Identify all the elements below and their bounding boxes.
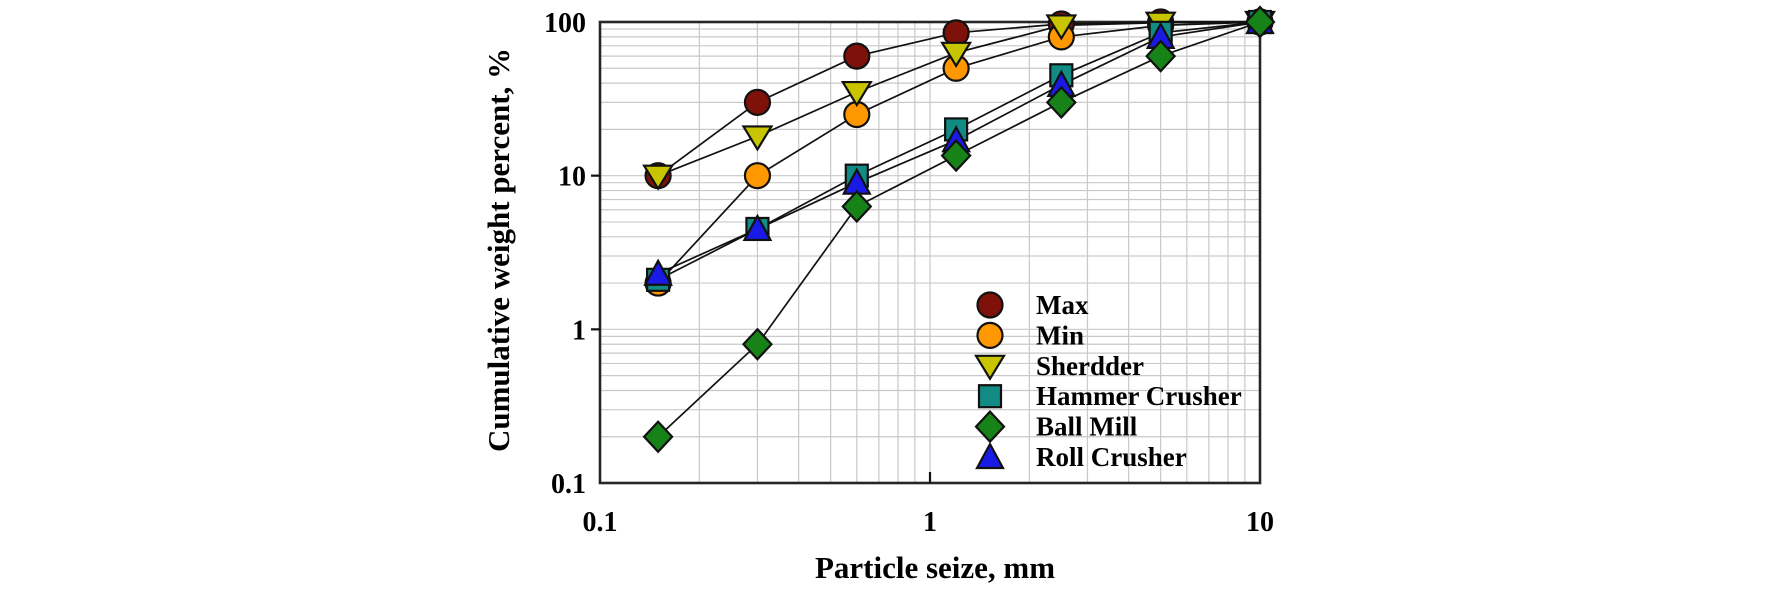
legend-item-max: Max xyxy=(976,290,1089,320)
legend-marker-max xyxy=(976,291,1004,319)
legend-item-sherdder: Sherdder xyxy=(974,351,1144,381)
data-point-sherdder xyxy=(940,41,973,68)
y-tick-labels: 0.1 1 10 100 xyxy=(544,8,586,500)
data-point-ball-mill xyxy=(841,189,873,224)
legend-label: Max xyxy=(1036,290,1089,320)
legend-marker-ball-mill xyxy=(974,409,1006,444)
y-tick-label: 0.1 xyxy=(551,469,586,500)
data-point-ball-mill xyxy=(741,327,773,361)
data-point-ball-mill xyxy=(1244,5,1276,39)
legend-label: Hammer Crusher xyxy=(1036,381,1242,411)
gridlines xyxy=(600,22,1260,483)
data-point-sherdder xyxy=(741,125,774,152)
data-point-roll-crusher xyxy=(742,213,773,242)
axis-tick-marks xyxy=(591,174,932,483)
data-point-max xyxy=(942,19,970,47)
data-point-sherdder xyxy=(1045,14,1078,41)
data-point-sherdder xyxy=(642,164,675,191)
legend-label: Sherdder xyxy=(1036,351,1144,381)
legend-label: Roll Crusher xyxy=(1036,442,1187,472)
y-tick-label: 1 xyxy=(572,315,586,346)
data-point-sherdder xyxy=(840,80,873,108)
legend-marker-hammer-crusher xyxy=(977,384,1003,409)
legend-marker-min xyxy=(976,321,1004,349)
data-point-ball-mill xyxy=(1045,85,1077,119)
data-point-min xyxy=(743,162,772,190)
x-axis-title: Particle seize, mm xyxy=(814,550,1056,585)
data-point-ball-mill xyxy=(1145,39,1177,73)
legend-item-hammer-crusher: Hammer Crusher xyxy=(977,381,1242,411)
legend-label: Ball Mill xyxy=(1036,412,1138,442)
legend-item-min: Min xyxy=(976,320,1084,350)
legend-marker-sherdder xyxy=(974,354,1006,381)
x-tick-label: 10 xyxy=(1246,507,1274,538)
y-tick-label: 10 xyxy=(558,162,586,193)
data-point-max xyxy=(743,88,772,116)
series-markers-ball-mill xyxy=(642,5,1276,454)
legend-label: Min xyxy=(1036,320,1084,350)
data-point-max xyxy=(843,42,871,70)
y-axis-title: Cumulative weight percent, % xyxy=(481,47,516,453)
data-point-ball-mill xyxy=(940,139,972,173)
y-tick-label: 100 xyxy=(544,8,586,39)
x-tick-label: 1 xyxy=(923,507,937,538)
data-point-roll-crusher xyxy=(643,258,673,286)
x-tick-label: 0.1 xyxy=(583,507,618,538)
data-point-ball-mill xyxy=(642,420,674,454)
legend-marker-roll-crusher xyxy=(975,441,1005,470)
legend-item-ball-mill: Ball Mill xyxy=(974,409,1138,444)
legend-item-roll-crusher: Roll Crusher xyxy=(975,441,1187,472)
x-tick-labels: 0.1 1 10 xyxy=(583,507,1275,538)
